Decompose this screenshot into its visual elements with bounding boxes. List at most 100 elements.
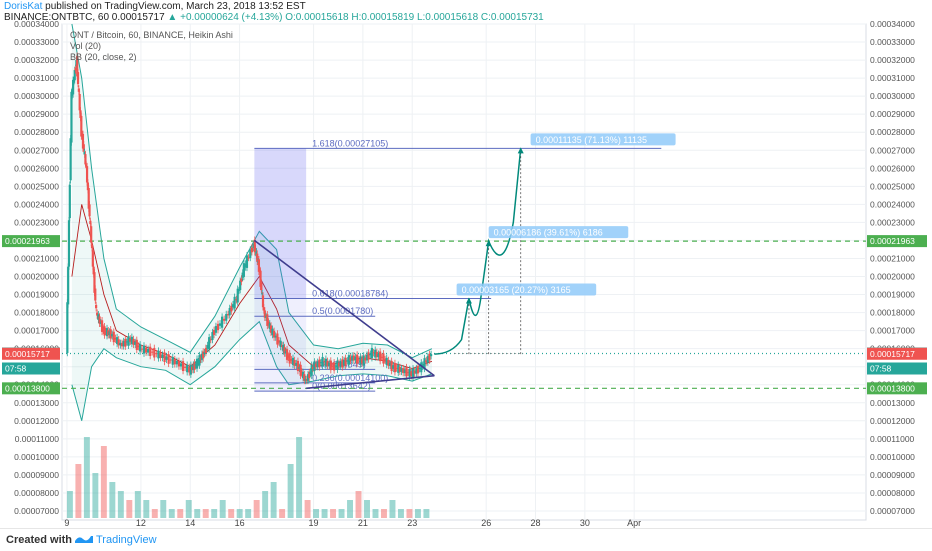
candle-body	[283, 347, 286, 354]
volume-bar	[109, 482, 116, 518]
author-link[interactable]: DorisKat	[4, 1, 43, 12]
candle-body	[144, 347, 148, 353]
y-tick-label-right: 0.00017000	[870, 326, 915, 336]
volume-bar	[270, 482, 277, 518]
triangle-upper-trendline	[253, 239, 435, 377]
candle-body	[233, 296, 236, 309]
candle-body	[89, 220, 92, 225]
candle-body	[79, 110, 82, 119]
symbol-price: BINANCE:ONTBTC, 60 0.00015717	[4, 12, 165, 23]
volume-bar	[406, 509, 413, 518]
candle-body	[279, 340, 282, 347]
candle-body	[173, 359, 176, 365]
fib-level-label: 0.5(0.0001780)	[312, 306, 373, 316]
candle-body	[192, 364, 195, 371]
candle-body	[314, 363, 318, 368]
candle-body	[299, 364, 302, 376]
axis-price-badge-left	[2, 347, 60, 360]
candle-body	[120, 342, 124, 347]
axis-price-badge-left	[2, 382, 60, 395]
y-tick-label-left: 0.00012000	[14, 416, 59, 426]
y-tick-label-right: 0.00008000	[870, 488, 915, 498]
candle-body	[157, 350, 160, 359]
candle-body	[356, 354, 359, 364]
axis-price-badge-left-text: 0.00013800	[5, 383, 50, 393]
candle-body	[80, 115, 83, 137]
candle-body	[93, 272, 96, 293]
candle-body	[313, 361, 316, 372]
candle-body	[364, 357, 367, 361]
candle-body	[290, 359, 293, 361]
candle-body	[365, 354, 369, 361]
candle-body	[402, 368, 405, 374]
bollinger-lower-line	[71, 320, 433, 421]
candle-body	[66, 302, 69, 353]
candle-body	[257, 259, 260, 272]
candle-body	[76, 72, 80, 85]
candle-body	[68, 184, 71, 219]
y-tick-label-right: 0.00023000	[870, 217, 915, 227]
volume-bar	[75, 464, 82, 518]
candle-body	[274, 335, 277, 338]
candle-body	[385, 357, 388, 366]
candle-body	[225, 314, 228, 321]
fib-level-label: 1.618(0.00027105)	[312, 138, 388, 148]
candle-body	[291, 357, 295, 366]
candle-body	[268, 323, 271, 329]
candle-body	[281, 345, 284, 348]
candle-body	[388, 363, 392, 366]
tradingview-brand[interactable]: TradingView	[96, 534, 157, 546]
y-tick-label-left: 0.00021000	[14, 253, 59, 263]
candle-body	[423, 358, 426, 369]
candle-body	[316, 361, 319, 368]
volume-bar	[211, 509, 218, 518]
y-tick-label-left: 0.00027000	[14, 145, 59, 155]
candle-body	[198, 355, 201, 366]
candle-body	[408, 368, 411, 378]
y-tick-label-right: 0.00029000	[870, 109, 915, 119]
candle-body	[184, 366, 187, 368]
y-tick-label-right: 0.00010000	[870, 452, 915, 462]
axis-price-badge-left	[2, 362, 60, 375]
candle-body	[403, 369, 406, 374]
candle-body	[138, 344, 142, 352]
candle-body	[127, 336, 130, 346]
y-tick-label-right: 0.00019000	[870, 290, 915, 300]
candle-body	[324, 358, 327, 367]
y-tick-label-left: 0.00032000	[14, 55, 59, 65]
y-tick-label-left: 0.00019000	[14, 290, 59, 300]
x-tick-label: 30	[580, 518, 590, 528]
volume-bar	[202, 509, 209, 518]
candle-body	[200, 353, 204, 360]
candle-body	[135, 339, 138, 350]
y-tick-label-left: 0.00013000	[14, 398, 59, 408]
candle-body	[264, 316, 268, 318]
x-tick-label: 26	[481, 518, 491, 528]
candle-body	[362, 355, 365, 366]
candle-body	[108, 331, 111, 336]
y-tick-label-right: 0.00012000	[870, 416, 915, 426]
y-tick-label-right: 0.00007000	[870, 506, 915, 516]
y-tick-label-right: 0.00013000	[870, 398, 915, 408]
candle-body	[193, 362, 196, 370]
candle-body	[161, 354, 164, 359]
y-tick-label-right: 0.00018000	[870, 308, 915, 318]
volume-bar	[117, 491, 124, 518]
candle-body	[318, 359, 321, 368]
candle-body	[328, 362, 331, 367]
candle-body	[117, 339, 120, 346]
y-tick-label-left: 0.00034000	[14, 19, 59, 29]
candle-body	[81, 133, 85, 149]
candle-body	[277, 340, 281, 343]
candle-body	[87, 188, 90, 209]
candle-body	[282, 344, 285, 352]
fib-level-label: 0.236(0.00014100)	[312, 373, 388, 383]
candle-body	[119, 342, 122, 346]
candle-body	[103, 326, 106, 336]
candle-body	[129, 338, 132, 342]
axis-price-badge-text: 0.00013800	[870, 383, 915, 393]
candle-body	[369, 353, 372, 356]
candle-body	[245, 255, 249, 268]
legend-title: ONT / Bitcoin, 60, BINANCE, Heikin Ashi	[70, 30, 233, 40]
